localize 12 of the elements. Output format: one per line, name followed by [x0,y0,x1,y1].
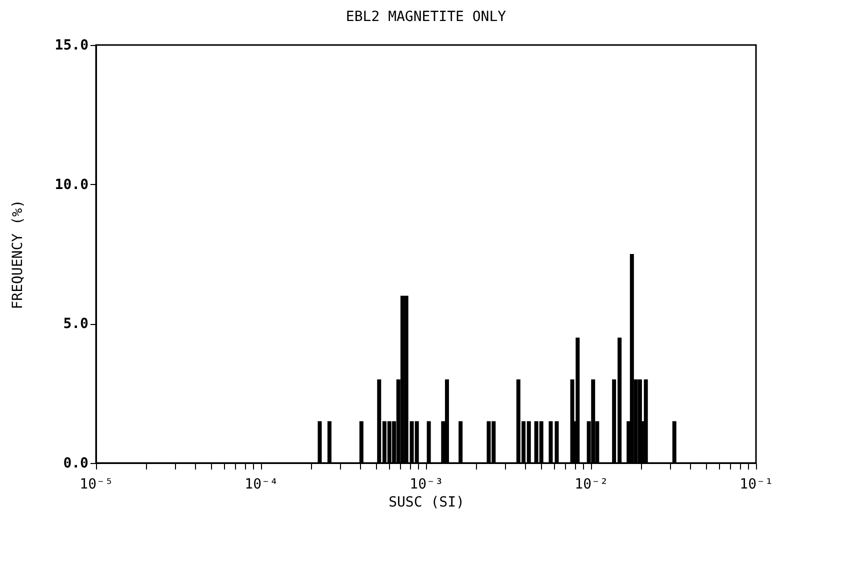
chart-title: EBL2 MAGNETITE ONLY [346,9,507,25]
y-tick-label: 0.0 [63,456,88,472]
x-tick-label: 10⁻² [574,476,608,492]
y-tick-label: 10.0 [54,176,88,193]
y-tick-label: 15.0 [54,38,88,54]
y-axis-title: FREQUENCY (%) [10,200,26,310]
x-tick-label: 10⁻³ [410,476,444,492]
x-tick-label: 10⁻⁵ [80,476,114,492]
x-axis-title: SUSC (SI) [388,494,464,510]
x-tick-label: 10⁻¹ [740,476,774,492]
x-tick-label: 10⁻⁴ [244,476,278,492]
y-tick-label: 5.0 [63,316,88,332]
